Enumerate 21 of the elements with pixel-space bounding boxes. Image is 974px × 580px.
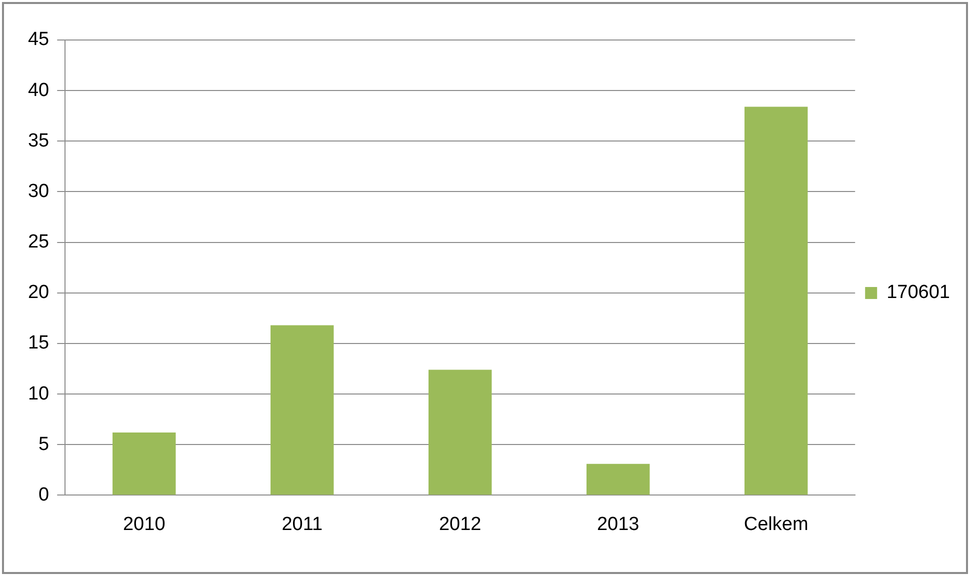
x-tick-label: 2010 (122, 514, 166, 535)
y-tick-label: 10 (28, 383, 50, 404)
y-tick-label: 20 (28, 282, 50, 304)
y-tick-label: 40 (28, 80, 50, 101)
bar (112, 432, 176, 495)
bar (270, 325, 334, 495)
y-tick-label: 15 (28, 332, 50, 354)
legend-label: 170601 (886, 282, 950, 304)
bar (428, 370, 492, 495)
y-tick-label: 25 (28, 232, 50, 253)
x-tick-label: 2012 (438, 514, 482, 535)
bar (586, 464, 650, 495)
bar (744, 106, 808, 495)
x-tick-label: 2011 (282, 514, 323, 535)
x-tick-label: Celkem (744, 514, 808, 535)
y-tick-label: 30 (28, 180, 50, 202)
y-tick-label: 35 (28, 130, 50, 152)
y-tick-label: 45 (28, 29, 50, 50)
x-tick-label: 2013 (596, 514, 640, 535)
y-tick-label: 5 (38, 434, 50, 455)
y-tick-label: 0 (38, 484, 50, 506)
